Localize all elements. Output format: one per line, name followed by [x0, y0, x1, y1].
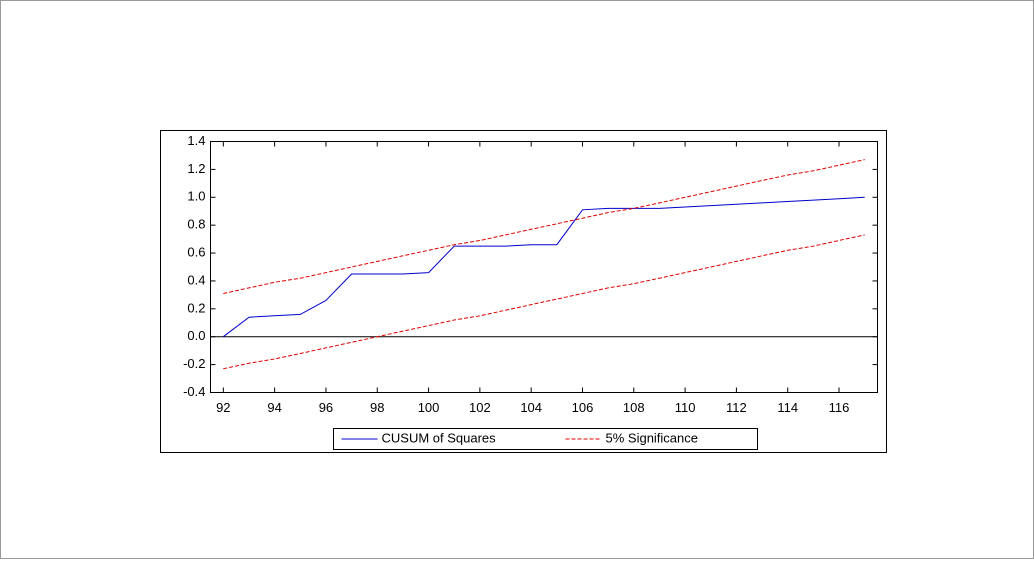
- x-tick-label: 92: [216, 400, 230, 415]
- y-tick-label: 1.0: [187, 189, 205, 204]
- legend-label: 5% Significance: [606, 430, 699, 445]
- x-tick-label: 96: [319, 400, 333, 415]
- x-tick-label: 108: [623, 400, 645, 415]
- x-tick-label: 104: [520, 400, 542, 415]
- x-tick-label: 100: [418, 400, 440, 415]
- legend-label: CUSUM of Squares: [382, 430, 497, 445]
- chart-frame: [160, 130, 887, 453]
- series-line: [223, 234, 865, 370]
- x-tick-label: 112: [726, 400, 747, 415]
- y-tick-label: -0.2: [183, 356, 205, 371]
- y-tick-label: 0.6: [187, 244, 205, 259]
- series-line: [223, 159, 865, 294]
- x-tick-label: 94: [267, 400, 281, 415]
- x-tick-label: 102: [469, 400, 491, 415]
- y-tick-label: 0.4: [187, 272, 205, 287]
- x-tick-label: 114: [777, 400, 798, 415]
- x-tick-label: 116: [829, 400, 850, 415]
- y-tick-label: 0.8: [187, 217, 205, 232]
- x-tick-label: 98: [370, 400, 384, 415]
- y-tick-label: 0.0: [187, 328, 205, 343]
- y-tick-label: -0.4: [183, 384, 205, 399]
- plot-area: [210, 141, 878, 393]
- x-tick-label: 110: [675, 400, 696, 415]
- x-tick-label: 106: [572, 400, 594, 415]
- legend-box: [333, 428, 758, 450]
- y-tick-label: 0.2: [187, 300, 205, 315]
- y-tick-label: 1.4: [187, 133, 205, 148]
- series-line: [222, 196, 865, 338]
- y-tick-label: 1.2: [187, 161, 205, 176]
